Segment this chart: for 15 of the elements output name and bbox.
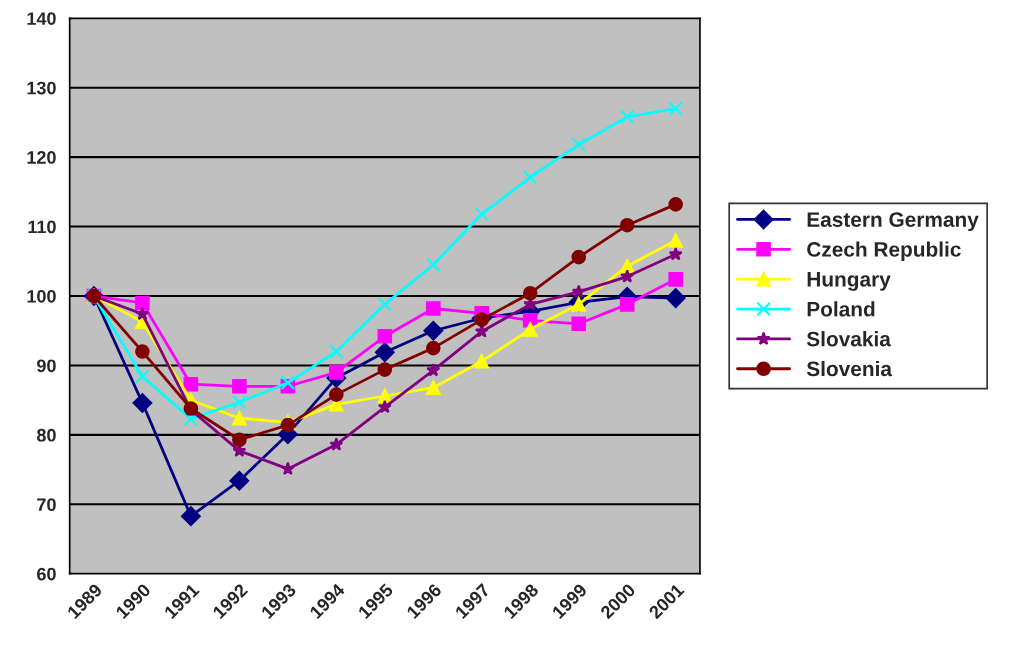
y-tick-label: 110: [28, 220, 56, 234]
y-tick-label: 60: [37, 567, 56, 581]
y-tick-label: 70: [37, 498, 56, 512]
y-tick-label: 80: [36, 428, 56, 442]
legend-label: Poland: [807, 301, 875, 317]
y-tick-label: 120: [27, 151, 56, 164]
y-tick-label: 100: [27, 289, 56, 303]
y-tick-label: 130: [27, 81, 56, 95]
y-tick-label: 90: [37, 359, 56, 373]
legend-label: Czech Republic: [807, 241, 961, 261]
legend-label: Slovakia: [806, 331, 891, 347]
legend-label: Hungary: [807, 272, 891, 291]
legend-label: Eastern Germany: [807, 212, 979, 232]
y-tick-label: 140: [27, 12, 56, 25]
legend-label: Slovenia: [806, 360, 893, 377]
